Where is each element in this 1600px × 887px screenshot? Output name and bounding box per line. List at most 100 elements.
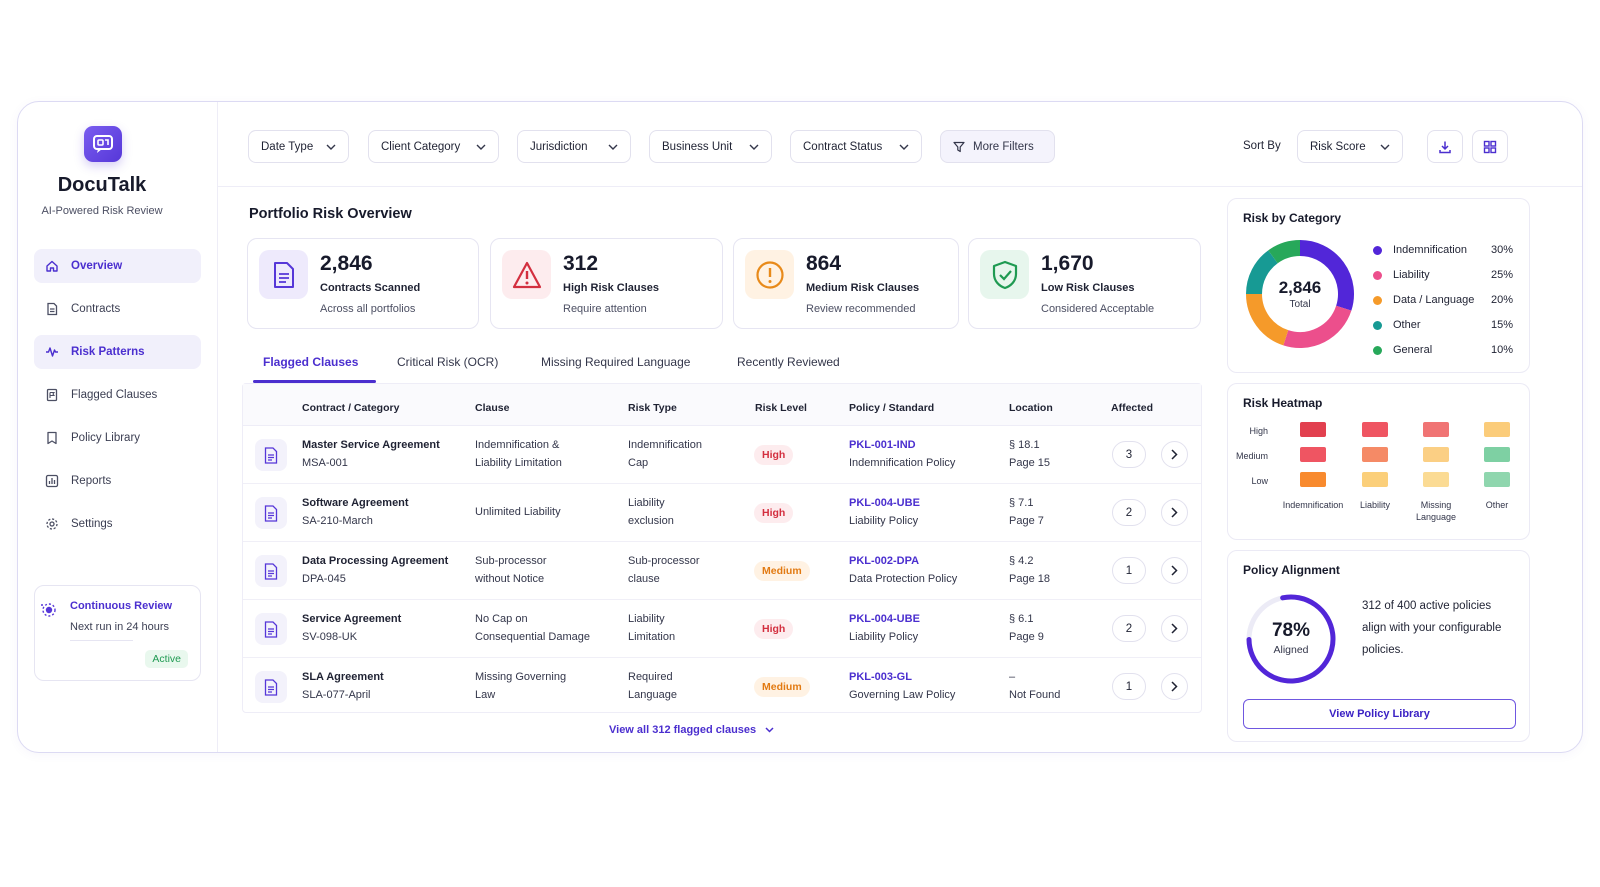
donut-slice-2 [1246,293,1289,346]
row-open-button[interactable] [1161,557,1188,584]
risk-type-cell: Sub-processor clause [628,553,700,588]
risk-level-badge: High [754,445,794,465]
chart-icon [45,474,59,488]
policy-name: Indemnification Policy [849,456,956,469]
table-row[interactable]: Data Processing Agreement DPA-045 Sub-pro… [243,542,1201,600]
contract-cell: Service Agreement SV-098-UK [302,611,401,646]
chevron-down-icon [899,141,909,153]
chevron-down-icon [326,141,336,153]
sidebar-item-overview[interactable]: Overview [34,249,201,283]
heatmap-cell [1484,447,1510,462]
contract-name: Service Agreement [302,613,402,625]
policy-link[interactable]: PKL-003-GL [849,671,912,683]
more-filters-button[interactable]: More Filters [940,130,1055,163]
sort-select[interactable]: Risk Score [1297,130,1403,163]
heatmap-row-label: High [1249,426,1268,436]
policy-name: Liability Policy [849,630,919,643]
policy-name: Liability Policy [849,514,919,527]
sidebar-item-risk-patterns[interactable]: Risk Patterns [34,335,201,369]
table-row[interactable]: Master Service Agreement MSA-001 Indemnif… [243,426,1201,484]
grid-icon [1483,140,1497,154]
legend-label: Other [1393,319,1421,331]
filter-label: Contract Status [803,140,883,153]
heatmap-col-label-line: Liability [1359,500,1390,510]
policy-cell: PKL-003-GL Governing Law Policy [849,669,955,704]
sidebar-item-policy-library[interactable]: Policy Library [34,421,201,455]
table-row[interactable]: Software Agreement SA-210-March Unlimited… [243,484,1201,542]
row-open-button[interactable] [1161,673,1188,700]
page-title: Portfolio Risk Overview [249,206,412,222]
legend-pct: 10% [1490,344,1513,356]
sidebar-item-flagged-clauses[interactable]: Flagged Clauses [34,378,201,412]
chevron-down-icon [1380,141,1390,153]
contract-name: SLA Agreement [302,671,384,683]
policy-cell: PKL-001-IND Indemnification Policy [849,437,955,472]
sidebar-item-label: Contracts [71,303,121,315]
risk-heatmap-panel: Risk Heatmap High Medium Low Indemnifica… [1227,383,1530,540]
bookmark-icon [45,431,59,445]
filter-client-category[interactable]: Client Category [368,130,499,163]
legend-item-data-language: Data / Language 20% [1373,294,1521,306]
legend-pct: 15% [1490,319,1513,331]
filter-date-type[interactable]: Date Type [248,130,349,163]
clause-line: without Notice [475,572,545,585]
column-header: Risk Type [628,402,677,414]
table-row[interactable]: SLA Agreement SLA-077-April Missing Gover… [243,658,1201,716]
contract-name: Software Agreement [302,497,409,509]
document-icon [255,613,287,645]
clause-line: Missing Governing [475,671,567,683]
location-page: Page 18 [1009,572,1050,585]
stat-high-risk: 312 High Risk Clauses Require attention [490,238,723,329]
affected-count: 2 [1112,499,1146,526]
donut-total-value: 2,846 [1278,278,1322,297]
policy-link[interactable]: PKL-004-UBE [849,613,920,625]
policy-link[interactable]: PKL-002-DPA [849,555,920,567]
column-header: Clause [475,402,510,414]
legend-label: Indemnification [1393,244,1467,256]
row-open-button[interactable] [1161,499,1188,526]
view-all-label: View all 312 flagged clauses [609,724,757,736]
download-button[interactable] [1427,130,1463,163]
filter-contract-status[interactable]: Contract Status [790,130,922,163]
clause-cell: Indemnification & Liability Limitation [475,437,562,472]
column-header: Contract / Category [302,402,400,414]
tab-critical-risk[interactable]: Critical Risk (OCR) [397,355,499,369]
home-icon [45,259,59,273]
table-row[interactable]: Service Agreement SV-098-UK No Cap on Cons… [243,600,1201,658]
gear-icon [45,517,59,531]
heatmap-cell [1300,422,1326,437]
heatmap-col-label: Other [1462,499,1532,511]
contract-cell: SLA Agreement SLA-077-April [302,669,384,704]
tab-missing-language[interactable]: Missing Required Language [541,355,691,369]
download-icon [1438,140,1452,154]
filter-jurisdiction[interactable]: Jurisdiction [517,130,631,163]
continuous-review-card[interactable]: Continuous Review Next run in 24 hours A… [34,585,201,681]
view-all-link[interactable]: View all 312 flagged clauses [609,724,774,736]
sidebar-item-settings[interactable]: Settings [34,507,201,541]
policy-link[interactable]: PKL-004-UBE [849,497,920,509]
chevron-right-icon [1171,507,1178,518]
location-page: Not Found [1009,688,1061,701]
location-cell: § 18.1 Page 15 [1009,437,1050,472]
row-open-button[interactable] [1161,441,1188,468]
view-policy-library-button[interactable]: View Policy Library [1243,699,1516,729]
risk-type-cell: Indemnification Cap [628,437,702,472]
stat-value: 2,846 [320,252,373,275]
tab-recently-reviewed[interactable]: Recently Reviewed [737,355,840,369]
sidebar-item-reports[interactable]: Reports [34,464,201,498]
risk-by-category-panel: Risk by Category 2,846 Total Indemnifica… [1227,198,1530,373]
tab-flagged-clauses[interactable]: Flagged Clauses [263,355,359,369]
sidebar-item-contracts[interactable]: Contracts [34,292,201,326]
row-open-button[interactable] [1161,615,1188,642]
grid-view-button[interactable] [1472,130,1508,163]
flag-doc-icon [45,388,59,402]
policy-link[interactable]: PKL-001-IND [849,439,916,451]
document-icon [255,555,287,587]
sort-value: Risk Score [1310,140,1366,153]
filter-business-unit[interactable]: Business Unit [649,130,772,163]
contract-code: MSA-001 [302,456,348,469]
location-page: Page 9 [1009,630,1044,643]
heatmap-col-label-line: Language [1415,512,1457,522]
funnel-icon [953,141,965,153]
affected-count: 2 [1112,615,1146,642]
